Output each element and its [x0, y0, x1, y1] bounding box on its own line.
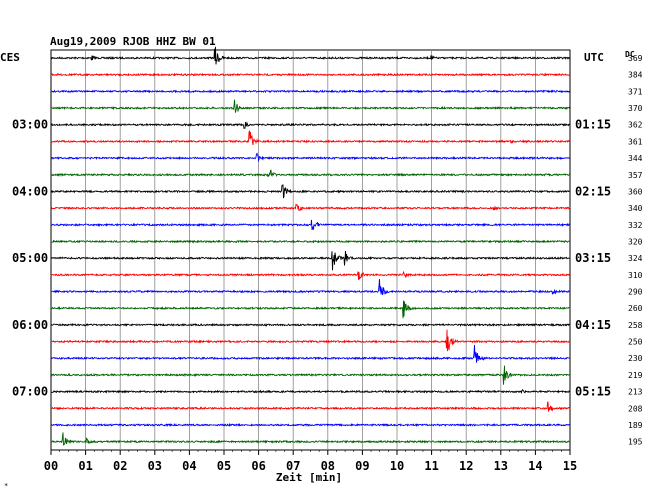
- dc-value: 369: [628, 54, 643, 63]
- x-tick-label: 04: [182, 459, 196, 473]
- x-tick-label: 03: [148, 459, 162, 473]
- trace-14: [51, 278, 571, 296]
- x-tick-label: 02: [113, 459, 127, 473]
- x-tick-label: 09: [355, 459, 369, 473]
- grid: [50, 49, 571, 455]
- left-hour-label: 03:00: [12, 118, 48, 132]
- left-timezone-label: CES: [0, 51, 20, 64]
- left-hour-label: 06:00: [12, 318, 48, 332]
- x-axis-label: Zeit [min]: [276, 471, 342, 484]
- right-hour-label: 02:15: [575, 184, 611, 198]
- trace-22: [50, 422, 571, 428]
- dc-value: 371: [628, 87, 643, 96]
- dc-value: 250: [628, 338, 643, 347]
- right-hour-label: 03:15: [575, 251, 611, 265]
- x-tick-label: 12: [459, 459, 473, 473]
- dc-value: 357: [628, 171, 643, 180]
- dc-value: 344: [628, 154, 643, 163]
- trace-20: [50, 388, 571, 395]
- dc-value: 213: [628, 388, 643, 397]
- dc-column-label: DC: [625, 50, 635, 59]
- trace-19: [50, 365, 571, 385]
- right-timezone-label: UTC: [584, 51, 604, 64]
- dc-value: 290: [628, 288, 643, 297]
- trace-1: [50, 72, 571, 77]
- left-hour-label: 07:00: [12, 385, 48, 399]
- trace-15: [50, 300, 571, 319]
- trace-2: [50, 89, 571, 94]
- trace-9: [50, 203, 571, 212]
- trace-12: [50, 250, 571, 271]
- trace-16: [50, 322, 571, 327]
- trace-21: [50, 401, 571, 412]
- dc-value: 324: [628, 254, 643, 263]
- dc-value: 361: [628, 137, 643, 146]
- dc-value: 384: [628, 71, 643, 80]
- dc-value: 208: [628, 404, 643, 413]
- dc-value: 320: [628, 237, 643, 246]
- trace-17: [50, 329, 571, 352]
- trace-0: [50, 46, 571, 65]
- trace-4: [50, 121, 571, 130]
- x-tick-label: 01: [78, 459, 92, 473]
- x-tick-label: 00: [44, 459, 58, 473]
- trace-3: [50, 99, 570, 113]
- dc-value: 310: [628, 271, 643, 280]
- trace-13: [50, 270, 570, 281]
- left-hour-label: 05:00: [12, 251, 48, 265]
- x-tick-label: 06: [251, 459, 265, 473]
- x-tick-label: 08: [321, 459, 335, 473]
- right-hour-label: 01:15: [575, 118, 611, 132]
- right-hour-label: 04:15: [575, 318, 611, 332]
- trace-5: [50, 130, 571, 146]
- dc-value: 230: [628, 354, 643, 363]
- trace-23: [50, 432, 571, 446]
- x-tick-label: 13: [494, 459, 508, 473]
- dc-value: 219: [628, 371, 643, 380]
- trace-10: [50, 219, 571, 230]
- left-hour-label: 04:00: [12, 184, 48, 198]
- x-tick-label: 10: [390, 459, 404, 473]
- dc-value: 195: [628, 438, 643, 447]
- x-tick-label: 07: [286, 459, 300, 473]
- dc-value: 260: [628, 304, 643, 313]
- trace-6: [50, 152, 571, 163]
- chart-title: Aug19,2009 RJOB HHZ BW 01: [50, 35, 216, 48]
- dc-value: 340: [628, 204, 643, 213]
- traces: [50, 46, 571, 446]
- dc-value: 360: [628, 187, 643, 196]
- trace-18: [50, 344, 571, 363]
- trace-11: [50, 239, 571, 244]
- x-tick-label: 14: [528, 459, 542, 473]
- dc-value: 370: [628, 104, 643, 113]
- footer-mark: *: [4, 482, 8, 490]
- x-tick-label: 15: [563, 459, 577, 473]
- dc-value: 332: [628, 221, 643, 230]
- dc-value: 189: [628, 421, 643, 430]
- trace-7: [50, 169, 571, 178]
- trace-8: [50, 184, 571, 199]
- plot-frame: [50, 49, 571, 451]
- x-tick-label: 11: [424, 459, 438, 473]
- x-tick-label: 05: [217, 459, 231, 473]
- labels: 00 01 02 03 04 05 06 07 08 09 10 11 12 13 14 15 369 384 37…: [12, 54, 643, 473]
- dc-value: 362: [628, 121, 643, 130]
- dc-value: 258: [628, 321, 643, 330]
- right-hour-label: 05:15: [575, 385, 611, 399]
